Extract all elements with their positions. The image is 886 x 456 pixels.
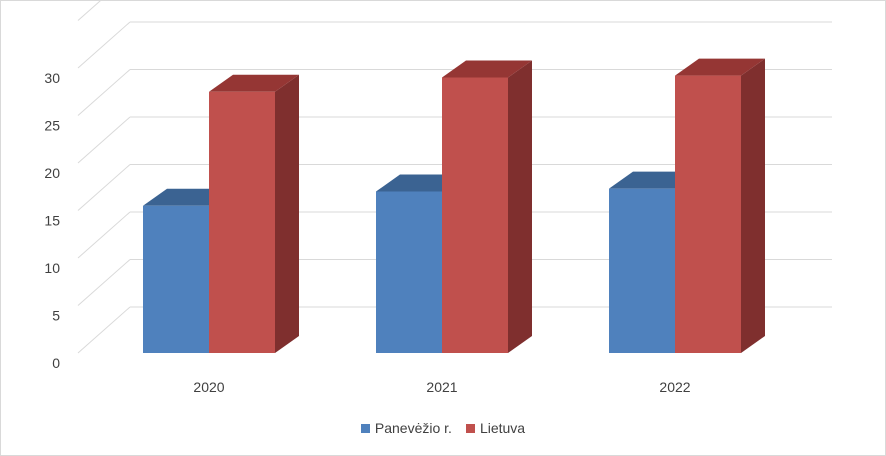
- y-tick-label-0: 0: [52, 355, 60, 371]
- bar-1-1: [442, 77, 508, 353]
- y-tick-label-6: 30: [44, 70, 60, 86]
- gridline-side-2: [77, 211, 131, 259]
- bar-side-1-1: [508, 60, 532, 353]
- legend-label-series-0: Panevėžio r.: [374, 420, 452, 436]
- gridline-side-6: [77, 21, 131, 69]
- bar-top-1-2: [675, 58, 765, 76]
- gridline-side-4: [77, 116, 131, 164]
- y-tick-label-1: 5: [52, 308, 60, 324]
- x-tick-label-1: 2021: [426, 379, 457, 395]
- bar-0-1: [376, 191, 442, 353]
- gridline-side-1: [77, 259, 131, 306]
- bar-1-2: [675, 75, 741, 353]
- legend-item-series-1: Lietuva: [465, 420, 526, 436]
- bar-side-1-2: [741, 58, 765, 353]
- gridline-side-0: [77, 306, 131, 354]
- x-tick-label-0: 2020: [193, 379, 224, 395]
- y-tick-label-2: 10: [44, 260, 60, 276]
- legend-swatch-series-0: [360, 423, 370, 433]
- x-tick-label-2: 2022: [659, 379, 690, 395]
- gridline-side-top: [77, 0, 102, 21]
- bar-1-0: [209, 91, 275, 353]
- bar-0-0: [143, 205, 209, 353]
- gridline-side-5: [77, 69, 131, 116]
- y-tick-label-3: 15: [44, 213, 60, 229]
- legend: Panevėžio r. Lietuva: [0, 418, 886, 438]
- bar-top-1-1: [442, 60, 532, 78]
- gridline-side-3: [77, 164, 131, 211]
- bar-0-2: [609, 188, 675, 353]
- bar-top-1-0: [209, 74, 299, 92]
- bar-side-1-0: [275, 74, 299, 353]
- legend-item-series-0: Panevėžio r.: [360, 420, 452, 436]
- legend-label-series-1: Lietuva: [479, 420, 526, 436]
- legend-swatch-series-1: [465, 423, 475, 433]
- y-tick-label-5: 25: [44, 118, 60, 134]
- y-tick-label-4: 20: [44, 165, 60, 181]
